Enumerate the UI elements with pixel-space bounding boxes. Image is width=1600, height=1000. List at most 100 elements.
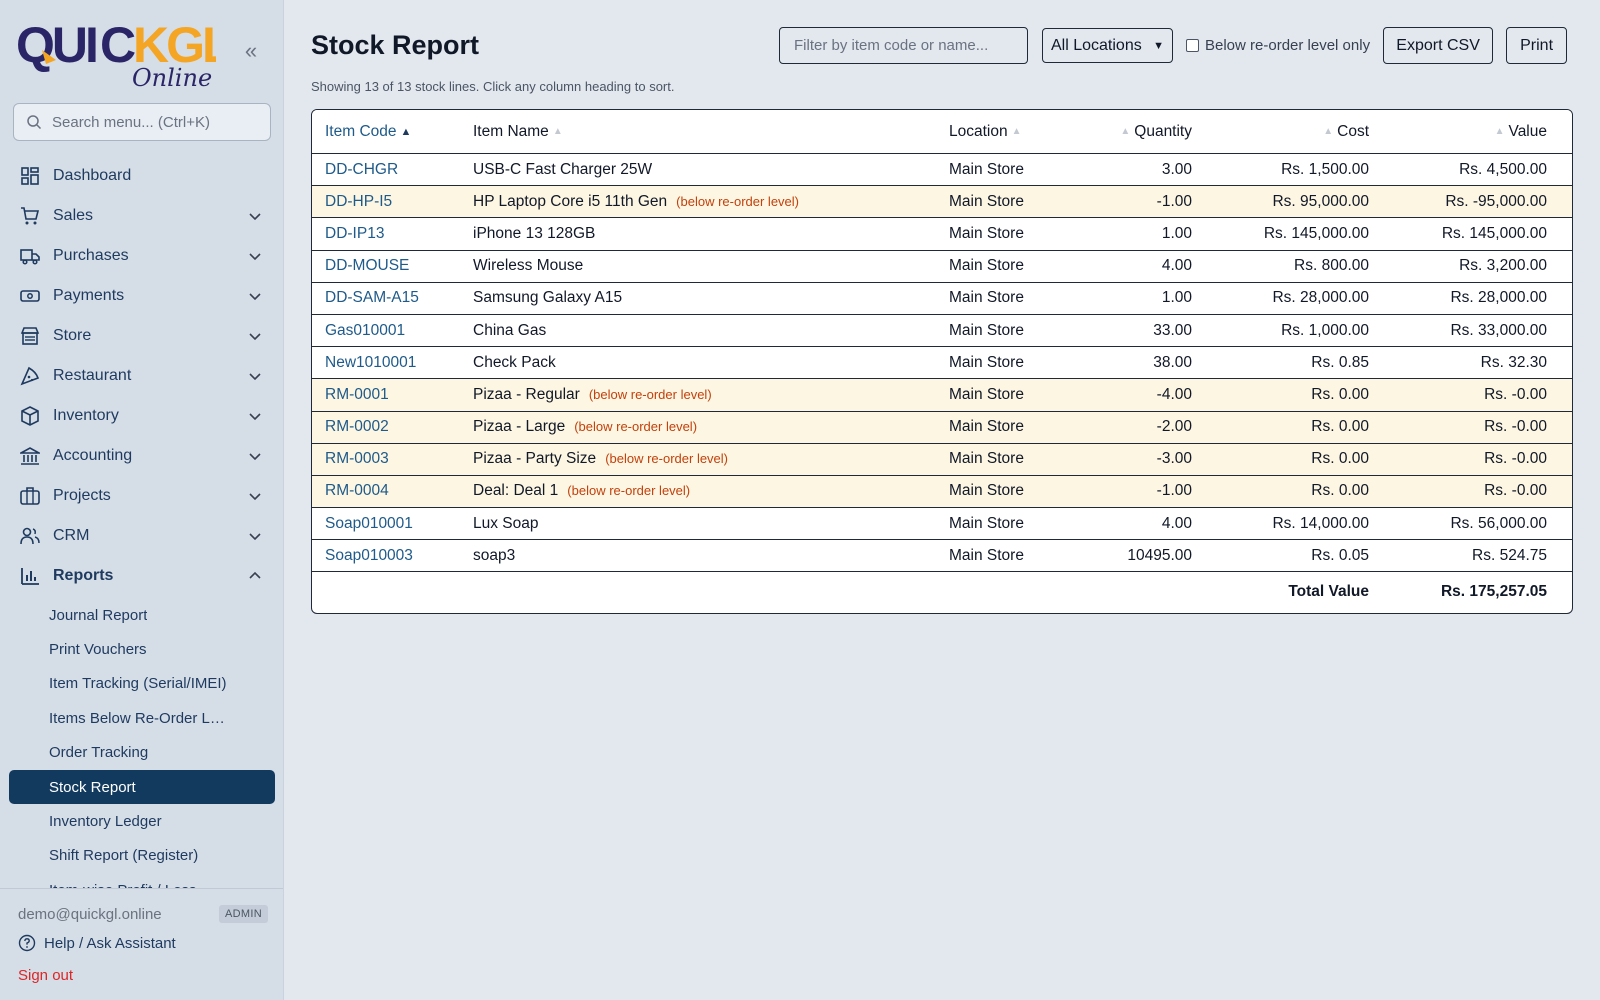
item-name: Samsung Galaxy A15: [473, 289, 623, 307]
below-reorder-toggle[interactable]: Below re-order level only: [1186, 37, 1370, 54]
item-code-link[interactable]: New1010001: [325, 353, 417, 371]
print-button[interactable]: Print: [1506, 27, 1568, 64]
nav-restaurant[interactable]: Restaurant: [0, 356, 283, 396]
nav-label: Payments: [53, 287, 125, 304]
svg-text:KGL: KGL: [133, 17, 216, 73]
item-name: Wireless Mouse: [473, 257, 584, 275]
total-value: Rs. 175,257.05: [1440, 583, 1547, 601]
sort-icon: ▲: [1120, 126, 1131, 137]
nav-sales[interactable]: Sales: [0, 196, 283, 236]
value-cell: Rs. 28,000.00: [1450, 289, 1547, 307]
quantity-cell: 4.00: [1161, 257, 1192, 275]
subnav-print-vouchers[interactable]: Print Vouchers: [0, 632, 283, 666]
item-name-cell: Pizaa - Large (below re-order level): [473, 418, 949, 436]
item-code-link[interactable]: RM-0003: [325, 450, 389, 468]
chevron-down-icon: [249, 293, 261, 301]
subnav-label: Stock Report: [49, 778, 136, 796]
item-code-link[interactable]: RM-0002: [325, 418, 389, 436]
item-name-cell: Lux Soap: [473, 515, 949, 533]
subnav-item-tracking[interactable]: Item Tracking (Serial/IMEI): [0, 667, 283, 701]
item-code-link[interactable]: Soap010003: [325, 546, 413, 564]
sort-icon: ▲: [552, 126, 563, 137]
subnav-items-below-reorder[interactable]: Items Below Re-Order L…: [0, 701, 283, 735]
export-csv-button[interactable]: Export CSV: [1383, 27, 1494, 64]
collapse-sidebar-icon[interactable]: «: [244, 38, 258, 63]
table-body: DD-CHGR USB-C Fast Charger 25W Main Store 3…: [312, 154, 1572, 573]
sort-icon: ▲: [1011, 126, 1022, 137]
item-code-link[interactable]: DD-SAM-A15: [325, 289, 419, 307]
nav-dashboard[interactable]: Dashboard: [0, 156, 283, 196]
item-code-link[interactable]: Soap010001: [325, 514, 413, 532]
item-code-link[interactable]: DD-MOUSE: [325, 257, 410, 275]
value-cell: Rs. -0.00: [1484, 450, 1547, 468]
nav-label: Accounting: [53, 447, 133, 464]
item-code-link[interactable]: Gas010001: [325, 321, 406, 339]
item-name-cell: USB-C Fast Charger 25W: [473, 161, 949, 179]
column-header-quantity[interactable]: ▲ Quantity: [1059, 123, 1192, 141]
nav-label: Store: [53, 327, 92, 344]
location-select[interactable]: All Locations ▼: [1042, 28, 1173, 63]
value-cell: Rs. 145,000.00: [1441, 224, 1547, 242]
item-code-link[interactable]: DD-CHGR: [325, 160, 399, 178]
column-header-location[interactable]: Location ▲: [949, 123, 1059, 141]
value-cell: Rs. 32.30: [1480, 353, 1547, 371]
nav-projects[interactable]: Projects: [0, 476, 283, 516]
bank-icon: [20, 446, 40, 466]
chevron-down-icon: [249, 333, 261, 341]
value-cell: Rs. -95,000.00: [1445, 192, 1547, 210]
money-icon: [20, 286, 40, 306]
location-cell: Main Store: [949, 160, 1024, 178]
quantity-cell: -3.00: [1156, 450, 1192, 468]
quantity-cell: 33.00: [1153, 321, 1192, 339]
item-filter-input[interactable]: [779, 27, 1028, 64]
sign-out-link[interactable]: Sign out: [18, 967, 74, 984]
nav-inventory[interactable]: Inventory: [0, 396, 283, 436]
menu-search-input[interactable]: [52, 113, 252, 131]
nav-store[interactable]: Store: [0, 316, 283, 356]
nav-label: Reports: [53, 567, 114, 584]
help-circle-icon: [18, 934, 36, 952]
subnav-label: Order Tracking: [49, 744, 149, 762]
item-code-link[interactable]: RM-0001: [325, 385, 389, 403]
below-reorder-label: Below re-order level only: [1205, 37, 1371, 54]
column-header-cost[interactable]: ▲ Cost: [1192, 123, 1369, 141]
subnav-journal-report[interactable]: Journal Report: [0, 598, 283, 632]
logo-subtext: Online: [132, 64, 212, 90]
location-cell: Main Store: [949, 546, 1024, 564]
menu-search[interactable]: [13, 103, 271, 141]
column-header-value[interactable]: ▲ Value: [1369, 123, 1547, 141]
item-code-cell: RM-0003: [312, 450, 473, 468]
below-reorder-badge: (below re-order level): [605, 451, 729, 467]
nav-purchases[interactable]: Purchases: [0, 236, 283, 276]
location-cell: Main Store: [949, 289, 1024, 307]
subnav-inventory-ledger[interactable]: Inventory Ledger: [0, 804, 283, 838]
table-row: Soap010001 Lux Soap Main Store 4.00 Rs. 14,0…: [312, 508, 1572, 541]
nav-payments[interactable]: Payments: [0, 276, 283, 316]
item-name-cell: iPhone 13 128GB: [473, 225, 949, 243]
column-header-item-name[interactable]: Item Name ▲: [473, 123, 949, 141]
value-cell: Rs. -0.00: [1484, 385, 1547, 403]
item-code-link[interactable]: RM-0004: [325, 482, 389, 500]
below-reorder-checkbox[interactable]: [1186, 39, 1199, 52]
reports-submenu: Journal Report Print Vouchers Item Track…: [0, 598, 283, 908]
nav-crm[interactable]: CRM: [0, 516, 283, 556]
subnav-stock-report[interactable]: Stock Report: [9, 769, 275, 805]
nav-accounting[interactable]: Accounting: [0, 436, 283, 476]
column-label: Item Name: [473, 122, 549, 140]
help-link[interactable]: Help / Ask Assistant: [18, 934, 176, 952]
location-select-value: All Locations: [1051, 36, 1142, 54]
subnav-shift-report[interactable]: Shift Report (Register): [0, 839, 283, 873]
item-code-link[interactable]: DD-IP13: [325, 224, 385, 242]
column-header-item-code[interactable]: Item Code ▲: [312, 123, 473, 141]
item-code-link[interactable]: DD-HP-I5: [325, 192, 393, 210]
nav-reports[interactable]: Reports: [0, 556, 283, 596]
item-code-cell: RM-0001: [312, 386, 473, 404]
table-row: RM-0002 Pizaa - Large (below re-order leve…: [312, 411, 1572, 444]
sidebar: QUI C KGL Online « Dashboard Sales Purch…: [0, 0, 284, 1000]
chevron-down-icon: [249, 533, 261, 541]
quickgl-logo[interactable]: QUI C KGL Online: [16, 14, 216, 90]
below-reorder-badge: (below re-order level): [574, 419, 698, 435]
subnav-order-tracking[interactable]: Order Tracking: [0, 736, 283, 770]
value-cell: Rs. 524.75: [1472, 546, 1547, 564]
value-cell: Rs. -0.00: [1484, 418, 1547, 436]
